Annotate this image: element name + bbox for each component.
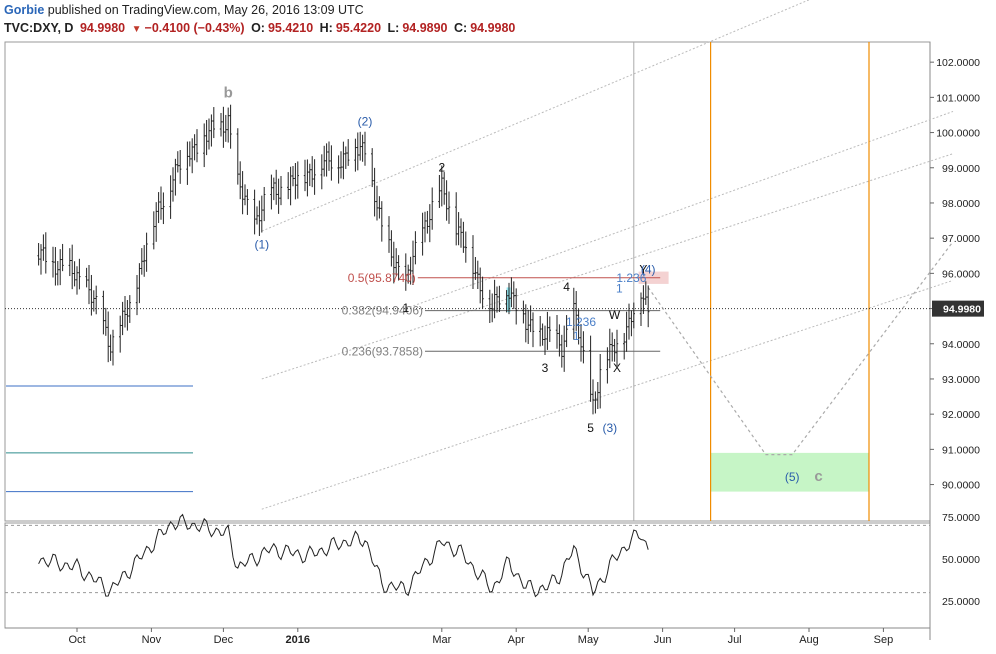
wave-label: b	[224, 84, 233, 101]
high-value: 95.4220	[335, 21, 382, 35]
fib-extension-label: 1	[616, 282, 623, 296]
time-tick-label: Oct	[68, 634, 85, 646]
last-price-tag	[932, 300, 984, 317]
fib-extension-label: 1.236	[566, 315, 596, 329]
channel-line-1	[405, 110, 954, 310]
price-change: −0.4100 (−0.43%)	[144, 21, 245, 35]
wave-label: (3)	[602, 421, 617, 435]
symbol-label: TVC:DXY, D	[4, 21, 74, 35]
open-value: 95.4210	[267, 21, 314, 35]
rsi-tick-label: 25.0000	[942, 596, 980, 608]
channel-line-3	[261, 279, 954, 510]
rsi-tick-label: 75.0000	[942, 512, 980, 524]
time-tick-label: Aug	[799, 634, 819, 646]
wave-label: X	[613, 361, 621, 375]
wave-label: 4	[563, 280, 570, 294]
close-value: 94.9980	[470, 21, 516, 35]
high-label: H:	[319, 21, 333, 35]
fib-extension-label: 1	[573, 329, 580, 343]
symbol-info-bar: TVC:DXY, D 94.9980 ▼ −0.4100 (−0.43%) O: 9…	[4, 21, 518, 35]
fib-level-label: 0.5(95.8740)	[348, 271, 416, 285]
wave-label: Y	[639, 262, 647, 276]
wave-label: 5	[587, 421, 594, 435]
rsi-pane-frame	[4, 522, 931, 629]
fib-extension-label: 1.236	[616, 271, 646, 285]
fib-level-label: 0.236(93.7858)	[342, 344, 423, 358]
wave-label: 2	[438, 160, 445, 174]
rsi-line	[38, 513, 649, 598]
price-tick-label: 98.0000	[942, 198, 980, 210]
price-tick-label: 93.0000	[942, 374, 980, 386]
publish-info: Gorbie published on TradingView.com, May…	[4, 3, 364, 17]
channel-line-0	[261, 0, 810, 232]
wave-label: 1	[402, 301, 409, 315]
time-tick-label: Dec	[214, 634, 234, 646]
time-tick-label: Nov	[142, 634, 162, 646]
price-tick-label: 102.0000	[936, 57, 980, 69]
wave-label: (2)	[358, 115, 373, 129]
main-pane-frame	[4, 41, 931, 522]
rsi-tick-label: 50.0000	[942, 554, 980, 566]
target-zone	[710, 452, 869, 492]
close-label: C:	[454, 21, 468, 35]
channel-line-2	[261, 153, 954, 380]
price-tick-label: 97.0000	[942, 233, 980, 245]
author-name[interactable]: Gorbie	[4, 3, 45, 17]
down-arrow-icon: ▼	[131, 24, 142, 35]
wave-label: (1)	[254, 238, 269, 252]
price-tick-label: 91.0000	[942, 444, 980, 456]
wave-label: (5)	[785, 470, 800, 484]
price-tick-label: 96.0000	[942, 268, 980, 280]
fib-level-label: 0.382(94.9406)	[342, 304, 423, 318]
time-tick-label: Jul	[728, 634, 742, 646]
low-value: 94.9890	[402, 21, 448, 35]
time-tick-label: Apr	[508, 634, 525, 646]
price-tick-label: 99.0000	[942, 163, 980, 175]
projection-path	[647, 241, 954, 456]
low-label: L:	[387, 21, 400, 35]
wave-label: W	[609, 308, 621, 322]
price-tick-label: 100.0000	[936, 128, 980, 140]
price-tick-label: 90.0000	[942, 480, 980, 492]
wave-label: (4)	[641, 262, 656, 276]
price-tick-label: 92.0000	[942, 409, 980, 421]
time-tick-label: Jun	[654, 634, 672, 646]
price-tick-label: 101.0000	[936, 92, 980, 104]
wave-label: c	[814, 468, 822, 485]
publish-text: published on TradingView.com, May 26, 20…	[47, 3, 364, 17]
last-price-tag-label: 94.9980	[943, 304, 981, 316]
time-tick-label: Sep	[874, 634, 894, 646]
time-tick-label: 2016	[286, 634, 310, 646]
time-tick-label: May	[578, 634, 599, 646]
time-tick-label: Mar	[432, 634, 451, 646]
last-price: 94.9980	[79, 21, 126, 35]
price-tick-label: 94.0000	[942, 339, 980, 351]
wave-label: 3	[542, 361, 549, 375]
open-label: O:	[251, 21, 265, 35]
